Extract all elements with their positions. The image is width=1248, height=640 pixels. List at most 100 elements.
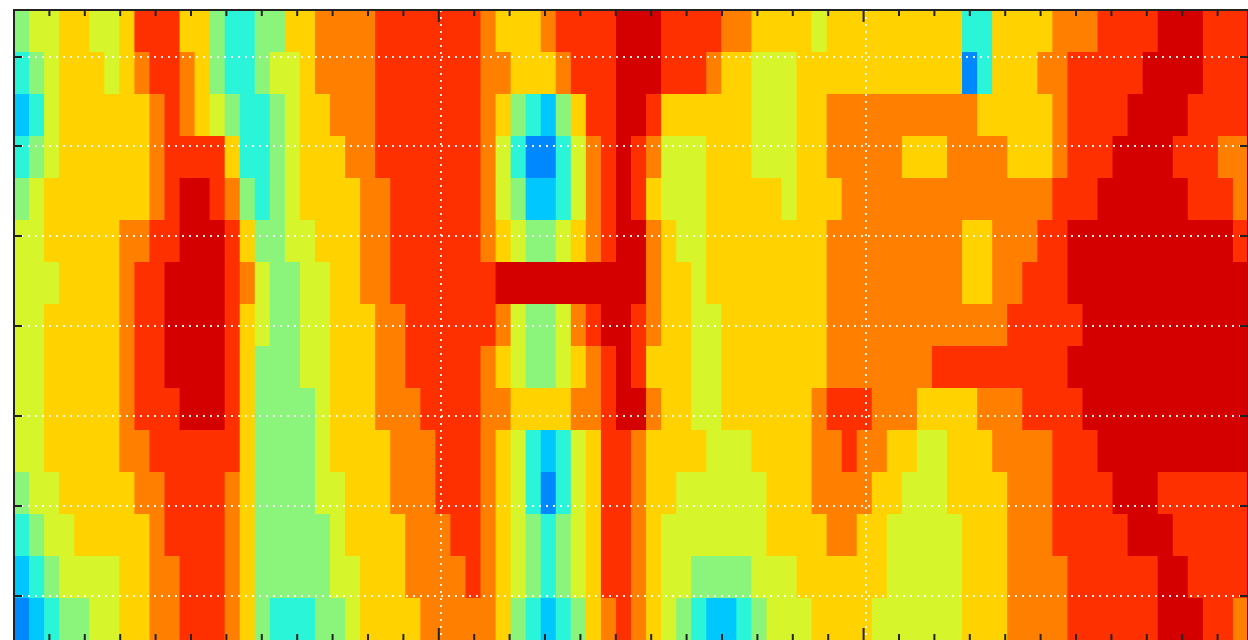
contour-cell [871,514,888,557]
contour-cell [962,472,978,515]
contour-cell [74,94,90,137]
contour-cell [585,472,602,515]
contour-cell [721,262,737,305]
contour-cell [435,598,452,640]
contour-cell [1067,178,1084,221]
contour-cell [299,262,316,305]
contour-cell [1217,220,1234,263]
contour-cell [1082,10,1099,53]
contour-cell [1097,514,1114,557]
contour-cell [1007,220,1023,263]
contour-cell [1022,598,1038,640]
contour-cell [751,430,768,473]
contour-cell [916,10,933,53]
contour-cell [450,388,467,431]
contour-cell [495,94,512,137]
contour-cell [164,262,181,305]
contour-cell [931,136,948,179]
contour-cell [330,388,346,431]
contour-cell [1217,430,1234,473]
contour-cell [420,472,436,515]
contour-cell [676,262,692,305]
contour-cell [1022,136,1038,179]
contour-cell [1037,220,1053,263]
contour-cell [646,178,662,221]
contour-cell [1067,52,1084,95]
contour-cell [1157,178,1174,221]
contour-cell [856,430,873,473]
contour-cell [631,556,647,599]
contour-cell [314,388,331,431]
contour-cell [14,598,30,640]
contour-cell [1082,556,1099,599]
contour-cell [59,178,75,221]
contour-cell [360,430,376,473]
contour-cell [706,472,722,515]
contour-cell [826,598,843,640]
contour-cell [721,514,737,557]
contour-cell [661,220,677,263]
contour-cell [901,262,918,305]
contour-cell [149,94,166,137]
contour-cell [179,10,196,53]
contour-cell [510,472,527,515]
contour-cell [44,430,60,473]
contour-cell [555,388,572,431]
contour-cell [134,598,151,640]
contour-cell [104,10,120,53]
contour-cell [540,430,557,473]
contour-cell [269,388,286,431]
contour-cell [74,52,90,95]
contour-cell [194,430,211,473]
contour-cell [224,178,241,221]
contour-cell [510,220,527,263]
contour-cell [646,304,662,347]
contour-cell [901,94,918,137]
contour-cell [1157,346,1174,389]
contour-cell [1127,430,1144,473]
contour-cell [420,136,436,179]
contour-cell [269,262,286,305]
contour-cell [14,346,30,389]
contour-cell [555,598,572,640]
contour-cell [465,10,482,53]
contour-cell [962,52,978,95]
contour-cell [736,556,752,599]
contour-cell [811,136,828,179]
contour-cell [766,598,783,640]
contour-cell [1037,598,1053,640]
contour-cell [901,388,918,431]
contour-cell [194,598,211,640]
contour-cell [947,304,963,347]
contour-cell [977,52,993,95]
contour-cell [1157,514,1174,557]
contour-cell [886,514,903,557]
contour-cell [44,178,60,221]
contour-cell [1187,430,1204,473]
contour-cell [465,388,482,431]
contour-cell [330,136,346,179]
contour-cell [841,514,858,557]
contour-cell [585,136,602,179]
contour-cell [796,346,813,389]
contour-cell [1172,178,1189,221]
contour-cell [736,136,752,179]
contour-cell [314,220,331,263]
contour-cell [886,430,903,473]
contour-cell [1232,52,1248,95]
contour-cell [179,514,196,557]
contour-cell [540,136,557,179]
contour-cell [886,136,903,179]
contour-cell [510,430,527,473]
contour-cell [826,430,843,473]
contour-cell [841,262,858,305]
contour-cell [1037,178,1053,221]
contour-cell [435,136,452,179]
contour-cell [420,346,436,389]
contour-cell [1082,304,1099,347]
contour-cell [29,346,45,389]
contour-cell [856,304,873,347]
contour-cell [1172,304,1189,347]
contour-cell [1052,262,1069,305]
contour-cell [751,10,768,53]
